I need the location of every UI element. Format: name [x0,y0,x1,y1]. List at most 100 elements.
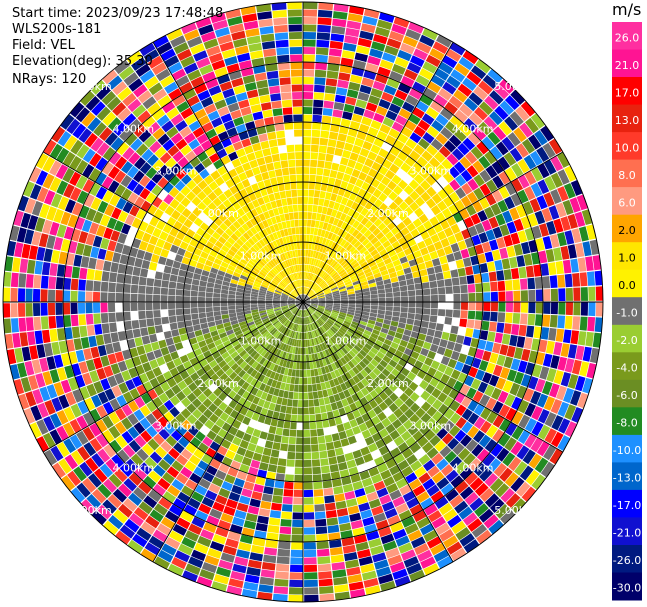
range-gate [318,398,325,406]
range-gate [408,179,420,190]
range-gate [186,95,200,107]
range-gate [464,491,479,506]
range-gate [172,94,186,107]
range-gate [130,293,138,302]
range-gate [295,152,303,160]
range-gate [286,286,292,292]
range-gate [313,227,319,236]
range-gate [283,390,289,399]
range-gate [303,310,305,317]
range-gate [595,302,603,317]
range-gate [205,490,218,501]
range-gate [139,188,151,200]
range-gate [153,433,165,446]
range-gate [401,466,414,477]
range-gate [352,480,364,491]
range-gate [330,33,345,42]
range-gate [250,302,258,305]
range-gate [92,235,103,248]
range-gate [177,214,187,225]
range-gate [294,308,299,315]
range-gate [478,80,493,95]
range-gate [556,385,567,401]
range-gate [337,317,345,323]
range-gate [587,271,595,286]
range-gate [229,23,245,34]
range-gate [339,290,347,294]
range-gate [181,22,197,35]
range-gate [412,430,424,442]
range-gate [17,362,28,378]
range-gate [308,197,314,205]
range-gate [303,84,314,92]
range-gate [119,340,129,351]
range-gate [362,15,378,26]
range-gate [79,267,88,280]
range-gate [136,345,146,356]
range-gate [382,323,390,330]
range-gate [249,498,261,508]
range-gate [459,103,473,117]
range-gate [531,225,542,239]
range-gate [114,421,127,435]
range-gate [229,282,238,288]
range-gate [462,512,478,526]
range-gate [424,209,435,220]
range-gate [340,382,348,391]
range-gate [238,423,248,433]
range-gate [410,460,422,472]
range-gate [299,234,303,242]
range-gate [277,548,290,557]
range-gate [563,183,576,199]
range-gate [333,306,340,310]
range-gate [332,569,347,578]
range-gate [350,323,358,329]
range-gate [213,141,224,153]
range-gate [443,196,454,208]
range-gate [285,287,292,293]
range-gate [258,302,265,305]
range-gate [268,286,275,291]
range-gate [303,370,307,377]
range-gate [89,408,102,422]
range-gate [123,72,139,86]
range-gate [18,393,30,410]
range-gate [351,347,359,355]
range-gate [355,416,365,426]
range-gate [412,218,423,228]
range-gate [300,302,303,310]
range-gate [325,276,332,283]
range-gate [216,323,224,330]
colorbar-tick-label: 8.0 [618,169,636,182]
range-gate [504,437,517,452]
range-gate [258,297,266,300]
range-gate [175,295,183,302]
range-gate [281,253,287,261]
range-gate [485,179,498,193]
range-gate [168,88,182,101]
range-gate [118,483,132,498]
range-gate [289,338,294,346]
range-gate [183,314,192,321]
range-gate [257,180,266,190]
range-gate [3,271,12,287]
range-gate [208,85,222,96]
range-gate [358,406,367,416]
range-gate [535,378,546,393]
range-gate [479,488,494,502]
range-gate [308,307,314,314]
range-gate [321,473,332,481]
range-gate [382,434,393,445]
range-gate [307,272,311,280]
range-gate [265,298,273,301]
range-gate [314,337,320,345]
range-gate [542,236,553,250]
range-gate [323,487,334,496]
range-gate [484,384,495,397]
range-gate [343,251,351,259]
range-gate [305,257,308,265]
range-gate [358,422,368,432]
range-gate [277,54,290,63]
range-gate [575,345,585,361]
range-gate [316,308,324,313]
